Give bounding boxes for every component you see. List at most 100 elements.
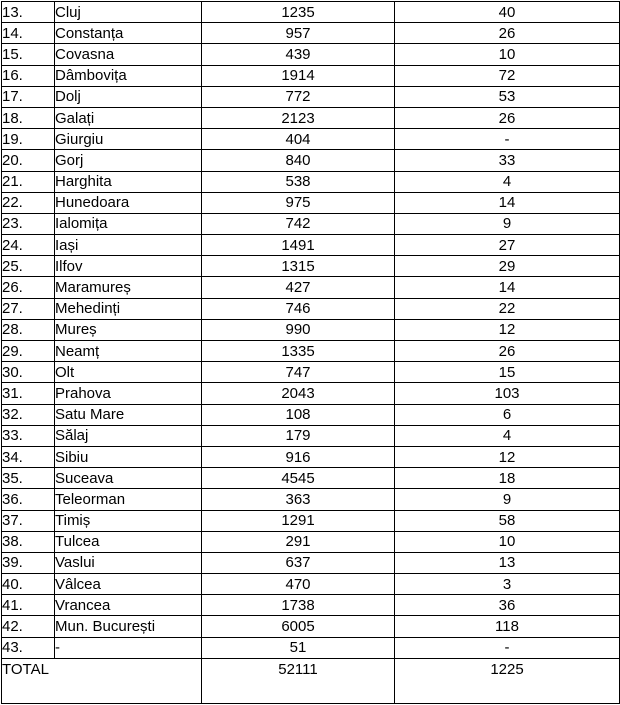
table-row: 37. Timiș 1291 58 xyxy=(1,509,620,532)
total-value1: 52111 xyxy=(201,657,395,704)
value1-cell: 957 xyxy=(201,22,395,45)
value1-cell: 51 xyxy=(201,636,395,659)
value1-cell: 179 xyxy=(201,424,395,447)
row-number-cell: 41. xyxy=(1,594,55,617)
value1-cell: 1738 xyxy=(201,594,395,617)
county-name-cell: Cluj xyxy=(54,0,202,24)
row-number-cell: 16. xyxy=(1,64,55,87)
row-number-cell: 29. xyxy=(1,339,55,363)
value1-cell: 916 xyxy=(201,445,395,469)
value1-cell: 1335 xyxy=(201,339,395,363)
county-name-cell: Dâmbovița xyxy=(54,64,202,87)
row-number-cell: 17. xyxy=(1,85,55,108)
table-row: 24. Iași 1491 27 xyxy=(1,234,620,257)
value1-cell: 975 xyxy=(201,191,395,214)
value2-cell: 4 xyxy=(394,424,620,447)
row-number-cell: 25. xyxy=(1,255,55,278)
table-row: 33. Sălaj 179 4 xyxy=(1,424,620,447)
value1-cell: 6005 xyxy=(201,615,395,638)
value2-cell: 6 xyxy=(394,403,620,426)
county-name-cell: Iași xyxy=(54,234,202,257)
county-name-cell: Maramureș xyxy=(54,276,202,299)
total-label: TOTAL xyxy=(1,657,202,704)
county-name-cell: Mun. București xyxy=(54,615,202,638)
value2-cell: 53 xyxy=(394,85,620,108)
value1-cell: 427 xyxy=(201,276,395,299)
county-name-cell: Harghita xyxy=(54,170,202,193)
county-name-cell: Mehedinți xyxy=(54,297,202,320)
value1-cell: 538 xyxy=(201,170,395,193)
county-name-cell: Teleorman xyxy=(54,488,202,511)
table-row: 41. Vrancea 1738 36 xyxy=(1,594,620,617)
table-row: 25. Ilfov 1315 29 xyxy=(1,255,620,278)
value2-cell: 14 xyxy=(394,191,620,214)
table-row: 16. Dâmbovița 1914 72 xyxy=(1,64,620,87)
value2-cell: 4 xyxy=(394,170,620,193)
row-number-cell: 30. xyxy=(1,361,55,384)
value2-cell: 40 xyxy=(394,0,620,24)
value2-cell: 18 xyxy=(394,467,620,490)
value2-cell: 22 xyxy=(394,297,620,320)
value1-cell: 2043 xyxy=(201,382,395,405)
value2-cell: 36 xyxy=(394,594,620,617)
value1-cell: 1291 xyxy=(201,509,395,532)
table-row: 21. Harghita 538 4 xyxy=(1,170,620,193)
value1-cell: 637 xyxy=(201,551,395,575)
value2-cell: 9 xyxy=(394,488,620,511)
table-row: 22. Hunedoara 975 14 xyxy=(1,191,620,214)
row-number-cell: 37. xyxy=(1,509,55,532)
value1-cell: 840 xyxy=(201,149,395,172)
row-number-cell: 40. xyxy=(1,573,55,596)
value2-cell: 26 xyxy=(394,22,620,45)
table-footer: TOTAL 52111 1225 xyxy=(1,657,620,704)
row-number-cell: 36. xyxy=(1,488,55,511)
value2-cell: 15 xyxy=(394,361,620,384)
value2-cell: 10 xyxy=(394,43,620,66)
table-row: 36. Teleorman 363 9 xyxy=(1,488,620,511)
row-number-cell: 15. xyxy=(1,43,55,66)
row-number-cell: 20. xyxy=(1,149,55,172)
value2-cell: 3 xyxy=(394,573,620,596)
value1-cell: 2123 xyxy=(201,106,395,130)
value1-cell: 4545 xyxy=(201,467,395,490)
value2-cell: 9 xyxy=(394,212,620,236)
value2-cell: 33 xyxy=(394,149,620,172)
table-row: 26. Maramureș 427 14 xyxy=(1,276,620,299)
table-body: 13. Cluj 1235 40 14. Constanța 957 26 15… xyxy=(1,0,620,659)
table-row: 23. Ialomița 742 9 xyxy=(1,212,620,236)
value1-cell: 108 xyxy=(201,403,395,426)
table-row: 13. Cluj 1235 40 xyxy=(1,0,620,24)
row-number-cell: 38. xyxy=(1,530,55,553)
table-row: 19. Giurgiu 404 - xyxy=(1,128,620,151)
table-row: 20. Gorj 840 33 xyxy=(1,149,620,172)
value1-cell: 772 xyxy=(201,85,395,108)
county-name-cell: Olt xyxy=(54,361,202,384)
value2-cell: 72 xyxy=(394,64,620,87)
county-name-cell: Ilfov xyxy=(54,255,202,278)
county-name-cell: Satu Mare xyxy=(54,403,202,426)
row-number-cell: 32. xyxy=(1,403,55,426)
row-number-cell: 39. xyxy=(1,551,55,575)
table-row: 27. Mehedinți 746 22 xyxy=(1,297,620,320)
value2-cell: - xyxy=(394,128,620,151)
county-name-cell: Giurgiu xyxy=(54,128,202,151)
value1-cell: 742 xyxy=(201,212,395,236)
value1-cell: 404 xyxy=(201,128,395,151)
county-name-cell: Prahova xyxy=(54,382,202,405)
county-name-cell: Mureș xyxy=(54,318,202,342)
county-name-cell: Sibiu xyxy=(54,445,202,469)
county-name-cell: - xyxy=(54,636,202,659)
table-row: 39. Vaslui 637 13 xyxy=(1,551,620,575)
county-name-cell: Galați xyxy=(54,106,202,130)
table-row: 34. Sibiu 916 12 xyxy=(1,445,620,469)
county-name-cell: Vâlcea xyxy=(54,573,202,596)
table-row: 14. Constanța 957 26 xyxy=(1,22,620,45)
row-number-cell: 23. xyxy=(1,212,55,236)
row-number-cell: 13. xyxy=(1,0,55,24)
value1-cell: 291 xyxy=(201,530,395,553)
county-name-cell: Dolj xyxy=(54,85,202,108)
value1-cell: 1315 xyxy=(201,255,395,278)
county-name-cell: Vaslui xyxy=(54,551,202,575)
row-number-cell: 27. xyxy=(1,297,55,320)
